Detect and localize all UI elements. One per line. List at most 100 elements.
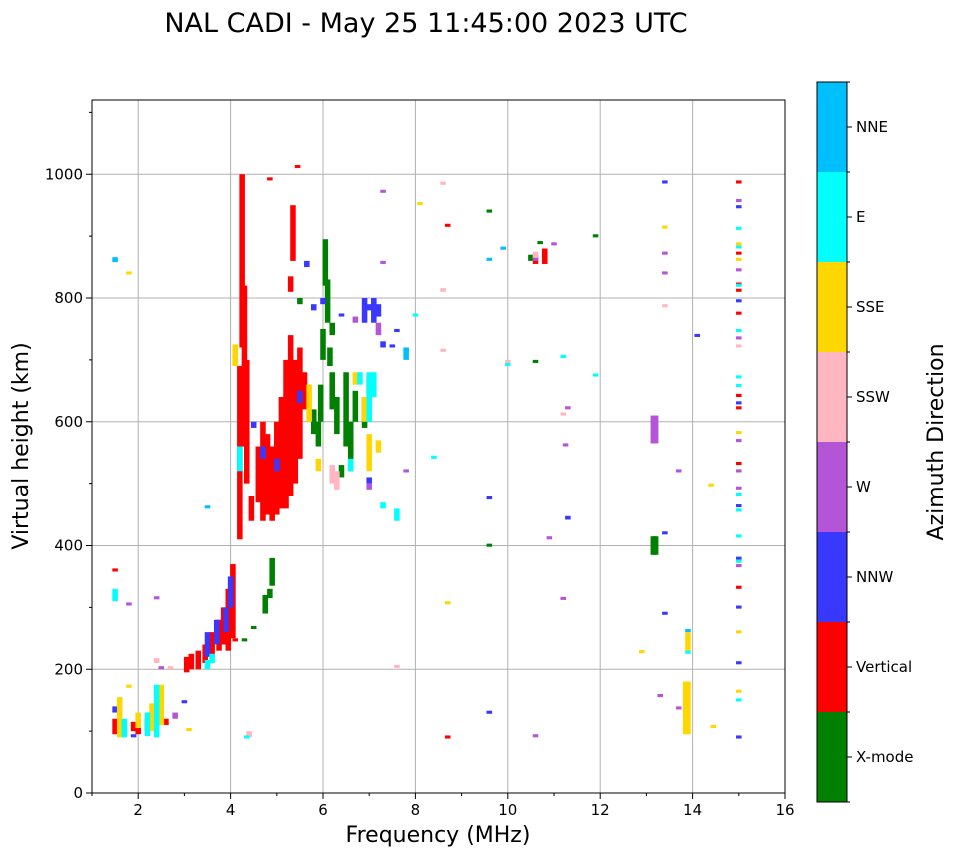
data-point-w bbox=[736, 336, 742, 340]
data-point-vertical bbox=[135, 724, 141, 735]
data-point-x-mode bbox=[347, 421, 354, 472]
data-point-x-mode bbox=[532, 359, 539, 363]
x-tick-label: 12 bbox=[591, 801, 610, 819]
data-point-vertical bbox=[301, 372, 308, 410]
data-point-vertical bbox=[287, 276, 294, 292]
data-point-w bbox=[675, 469, 682, 473]
data-point-e bbox=[394, 508, 400, 521]
data-point-e bbox=[736, 384, 742, 388]
data-point-sse bbox=[682, 681, 689, 735]
data-point-sse bbox=[306, 384, 312, 422]
data-point-x-mode bbox=[334, 397, 340, 435]
colorbar-segment bbox=[817, 352, 847, 442]
data-point-ssw bbox=[440, 348, 446, 352]
colorbar-segment bbox=[817, 82, 847, 172]
data-point-sse bbox=[149, 703, 155, 732]
data-point-e bbox=[736, 245, 742, 249]
data-point-nnw bbox=[736, 735, 742, 739]
data-point-vertical bbox=[736, 311, 742, 315]
data-point-nnw bbox=[662, 611, 668, 615]
x-tick-label: 2 bbox=[133, 801, 143, 819]
data-point-nnw bbox=[389, 344, 396, 348]
x-tick-label: 4 bbox=[226, 801, 236, 819]
data-point-w bbox=[560, 596, 567, 600]
data-point-e bbox=[347, 458, 354, 472]
data-point-e bbox=[736, 508, 742, 512]
data-point-e bbox=[121, 718, 128, 738]
data-point-e bbox=[736, 492, 742, 496]
data-point-vertical bbox=[736, 406, 742, 410]
data-point-vertical bbox=[209, 632, 215, 657]
x-tick-label: 8 bbox=[411, 801, 421, 819]
data-point-e bbox=[209, 653, 215, 664]
y-tick-label: 600 bbox=[54, 413, 83, 431]
data-point-e bbox=[112, 588, 118, 602]
data-point-e bbox=[592, 373, 599, 377]
y-tick-label: 200 bbox=[54, 660, 83, 678]
axes: 2 4 6 8 10 12 14 16 0 200 400 600 800 1000 bbox=[45, 111, 795, 819]
data-point-x-mode bbox=[262, 595, 269, 614]
data-point-e bbox=[685, 650, 691, 654]
data-point-w bbox=[546, 536, 553, 540]
data-point-x-mode bbox=[250, 625, 257, 630]
data-point-e bbox=[366, 372, 372, 422]
data-point-e bbox=[736, 283, 742, 287]
data-point-ssw bbox=[736, 344, 742, 348]
data-point-vertical bbox=[444, 735, 451, 739]
chart-title: NAL CADI - May 25 11:45:00 2023 UTC bbox=[164, 8, 687, 39]
data-point-sse bbox=[708, 483, 714, 487]
data-point-vertical bbox=[444, 223, 451, 227]
y-tick-label: 400 bbox=[54, 537, 83, 555]
data-point-w bbox=[662, 271, 668, 275]
data-point-sse bbox=[639, 650, 645, 654]
grid bbox=[92, 100, 785, 793]
y-axis-label: Virtual height (km) bbox=[9, 342, 34, 549]
data-point-x-mode bbox=[269, 557, 275, 586]
colorbar-label: Azimuth Direction bbox=[924, 343, 949, 540]
data-point-w bbox=[562, 443, 569, 447]
data-point-nnw bbox=[380, 341, 386, 348]
data-point-sse bbox=[315, 458, 322, 472]
data-point-x-mode bbox=[297, 298, 303, 305]
data-point-w bbox=[380, 260, 386, 264]
data-point-x-mode bbox=[650, 536, 657, 555]
data-point-nnw bbox=[223, 607, 229, 633]
data-point-x-mode bbox=[310, 409, 317, 435]
data-point-nnw bbox=[371, 298, 377, 323]
colorbar-tick-label: Vertical bbox=[856, 658, 912, 676]
data-point-w bbox=[650, 415, 657, 444]
data-point-nnw bbox=[260, 446, 266, 459]
data-point-x-mode bbox=[322, 239, 329, 286]
data-point-nnw bbox=[662, 180, 668, 184]
data-point-vertical bbox=[287, 335, 294, 496]
data-point-sse bbox=[126, 271, 132, 275]
data-point-e bbox=[204, 659, 211, 670]
data-point-w bbox=[352, 316, 359, 323]
data-point-e bbox=[736, 698, 742, 702]
data-points bbox=[112, 164, 742, 739]
data-point-sse bbox=[736, 431, 742, 435]
data-point-ssw bbox=[532, 251, 539, 258]
data-point-x-mode bbox=[320, 328, 326, 360]
data-point-ssw bbox=[394, 664, 400, 669]
data-point-nnw bbox=[736, 605, 742, 609]
data-point-w bbox=[153, 596, 160, 600]
data-point-nnw bbox=[736, 661, 742, 665]
data-point-x-mode bbox=[329, 372, 336, 410]
data-point-sse bbox=[361, 397, 368, 422]
colorbar-segment bbox=[817, 172, 847, 262]
data-point-nnw bbox=[181, 700, 188, 704]
x-tick-label: 16 bbox=[775, 801, 794, 819]
data-point-nnw bbox=[366, 304, 372, 311]
data-point-nnw bbox=[304, 260, 310, 268]
data-point-ssw bbox=[246, 731, 252, 738]
data-point-nne bbox=[500, 246, 506, 250]
data-point-e bbox=[736, 328, 742, 333]
data-point-e bbox=[736, 375, 742, 379]
data-point-nnw bbox=[565, 515, 571, 520]
x-tick-label: 6 bbox=[318, 801, 328, 819]
data-point-nnw bbox=[274, 458, 280, 472]
data-point-vertical bbox=[267, 177, 273, 181]
data-point-nne bbox=[403, 347, 409, 360]
data-point-w bbox=[551, 242, 557, 246]
